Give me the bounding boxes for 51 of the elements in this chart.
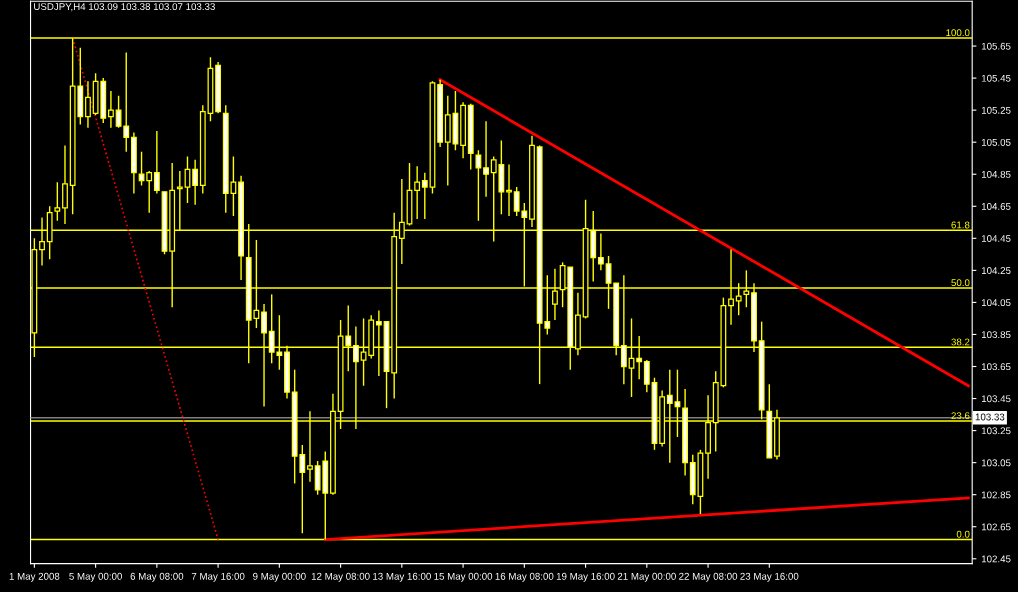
x-tick-label: 13 May 16:00: [373, 572, 431, 582]
y-tick-label: 103.25: [981, 427, 1011, 435]
x-tick-label: 1 May 2008: [9, 572, 60, 582]
y-tick-label: 102.85: [981, 491, 1011, 499]
ref-line-label: 103.33: [975, 413, 1005, 421]
y-tick-label: 105.25: [981, 106, 1011, 114]
candlestick: [146, 170, 153, 214]
x-tick-label: 23 May 16:00: [740, 572, 799, 582]
y-tick-label: 103.45: [981, 395, 1011, 403]
y-tick-label: 104.45: [981, 235, 1011, 242]
y-tick-label: 102.45: [981, 555, 1011, 563]
y-tick-label: 103.65: [981, 363, 1011, 371]
candlestick: [54, 181, 61, 222]
candlestick: [153, 130, 160, 195]
candlestick: [108, 90, 114, 129]
candlestick: [192, 159, 199, 206]
x-tick-label: 12 May 08:00: [311, 572, 370, 582]
candlestick: [506, 163, 512, 217]
y-tick-label: 102.65: [981, 523, 1011, 531]
x-tick-label: 16 May 08:00: [495, 572, 554, 582]
y-tick-label: 104.85: [981, 170, 1011, 178]
annotation: 23.6: [951, 412, 970, 420]
x-tick-label: 7 May 16:00: [191, 572, 245, 582]
y-tick-label: 103.85: [981, 331, 1011, 339]
candlestick: [597, 232, 604, 272]
annotation: 50.0: [951, 279, 970, 287]
candlestick: [475, 149, 482, 222]
x-tick-label: 15 May 00:00: [434, 572, 493, 582]
candlestick: [414, 165, 421, 220]
x-tick-label: 5 May 00:00: [69, 572, 122, 582]
chart-title: USDJPY,H4 103.09 103.38 103.07 103.33: [34, 3, 215, 12]
candlestick: [643, 359, 650, 393]
x-tick-label: 21 May 00:00: [617, 572, 676, 582]
y-tick-label: 104.05: [981, 299, 1011, 307]
annotation: 0.0: [956, 530, 970, 538]
x-tick-label: 22 May 08:00: [679, 572, 738, 582]
candlestick: [483, 120, 489, 198]
y-tick-label: 104.25: [981, 267, 1011, 274]
y-tick-label: 105.45: [981, 74, 1011, 82]
y-tick-label: 103.05: [981, 459, 1011, 467]
y-tick-label: 104.65: [981, 203, 1011, 210]
candlestick: [85, 80, 91, 129]
y-tick-label: 105.65: [981, 42, 1011, 50]
annotation: 38.2: [951, 338, 970, 346]
y-tick-label: 105.05: [981, 138, 1011, 146]
x-tick-label: 19 May 16:00: [556, 572, 615, 582]
candlestick: [421, 171, 428, 220]
annotation: 61.8: [951, 221, 970, 229]
x-tick-label: 9 May 00:00: [253, 572, 306, 582]
annotation: 100.0: [946, 29, 970, 37]
x-tick-label: 6 May 08:00: [130, 572, 184, 582]
